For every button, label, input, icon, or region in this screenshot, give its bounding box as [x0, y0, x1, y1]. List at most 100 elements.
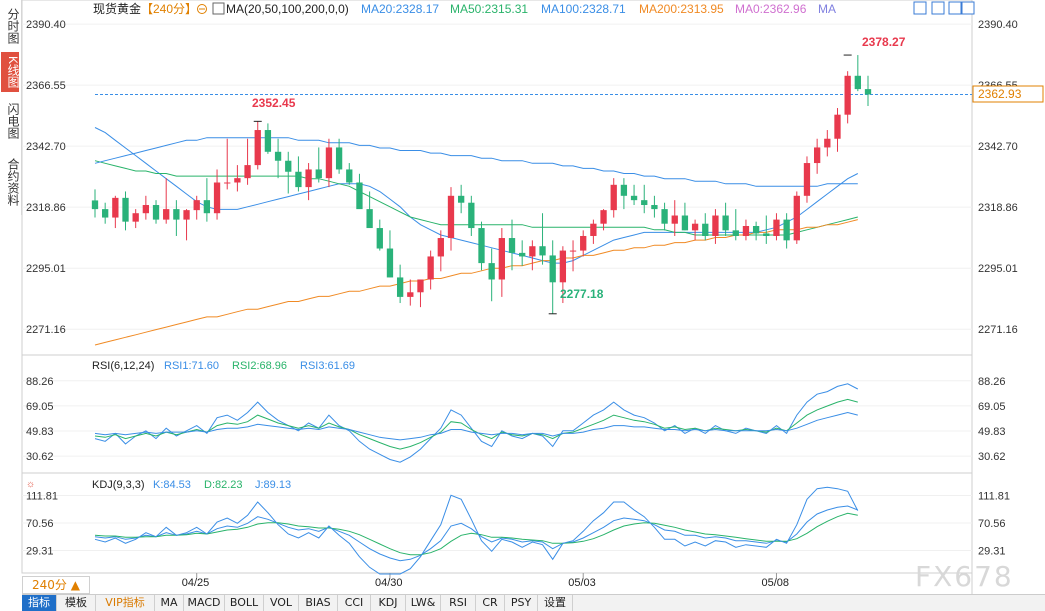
- candle-body: [783, 219, 790, 241]
- tab-vip-indicators[interactable]: VIP指标: [96, 595, 155, 611]
- ma-line-ma20: [94, 127, 859, 264]
- kdj-k-value: K:84.53: [153, 479, 191, 491]
- candle-body: [183, 210, 190, 220]
- sidebar-tab-flash[interactable]: 闪电图: [6, 103, 20, 139]
- sidebar-tab-kline[interactable]: K线图: [1, 52, 20, 92]
- candle-body: [702, 223, 709, 236]
- ma-line-ma200: [94, 219, 858, 346]
- rsi-tick-left: 88.26: [26, 376, 54, 388]
- rsi-tick-right: 88.26: [978, 376, 1006, 388]
- candle-body: [173, 209, 180, 220]
- tab-lwr[interactable]: LW&: [406, 595, 441, 611]
- tab-macd[interactable]: MACD: [184, 595, 225, 611]
- zoom-out-icon[interactable]: [948, 1, 962, 15]
- fit-icon[interactable]: [913, 1, 927, 15]
- date-tick-label: 05/08: [761, 577, 789, 589]
- price-tick-right: 2295.01: [978, 263, 1018, 275]
- rsi-tick-left: 49.83: [26, 426, 54, 438]
- kdj-line-k: [94, 505, 858, 562]
- candle-body: [102, 209, 109, 218]
- kdj-title: KDJ(9,3,3): [92, 479, 145, 491]
- candle-body: [335, 147, 343, 170]
- maximize-icon[interactable]: [961, 1, 975, 15]
- date-tick-label: 05/03: [568, 577, 596, 589]
- kdj-line-j: [94, 486, 859, 575]
- price-tick-right: 2271.16: [978, 324, 1018, 336]
- candle-body: [752, 226, 760, 234]
- tab-settings[interactable]: 设置: [538, 595, 573, 611]
- rsi-tick-right: 69.05: [978, 401, 1006, 413]
- candle-body: [224, 182, 231, 184]
- price-tick-left: 2390.40: [26, 19, 66, 31]
- candle-body: [244, 165, 251, 179]
- candle-body: [722, 215, 729, 231]
- candle-body: [417, 279, 424, 293]
- kdj-toggle-icon[interactable]: ☼: [26, 479, 35, 490]
- rsi-chart: 88.26 88.26 69.05 69.05 49.83 49.83 30.62 30.62: [22, 376, 1006, 463]
- candle-body: [508, 238, 516, 253]
- candle-body: [681, 215, 689, 231]
- candle-body: [447, 195, 455, 239]
- candle-body: [234, 178, 241, 183]
- candle-body: [549, 255, 556, 283]
- tab-cr[interactable]: CR: [476, 595, 505, 611]
- ma100-value: MA100:2328.71: [541, 2, 626, 16]
- tab-ma[interactable]: MA: [155, 595, 184, 611]
- settings-icon[interactable]: [197, 4, 207, 14]
- ma20-value: MA20:2328.17: [361, 2, 439, 16]
- kdj-j-value: J:89.13: [255, 479, 291, 491]
- kdj-tick-right: 111.81: [978, 490, 1010, 502]
- tab-rsi[interactable]: RSI: [441, 595, 476, 611]
- ma-line-ma50: [94, 160, 858, 236]
- current-price-box: [972, 85, 1044, 103]
- indicator-edit-icon[interactable]: [212, 2, 225, 15]
- candle-body: [569, 250, 577, 252]
- sidebar-tab-timeshare[interactable]: 分时图: [6, 8, 20, 44]
- candle-body: [264, 130, 272, 152]
- candle-body: [610, 184, 617, 211]
- tab-psy[interactable]: PSY: [505, 595, 538, 611]
- tab-indicators[interactable]: 指标: [22, 595, 57, 611]
- candle-body: [213, 182, 221, 214]
- ma-extra-value: MA: [818, 2, 836, 16]
- candle-body: [580, 235, 587, 251]
- period-selector[interactable]: 240分 ▲: [22, 576, 90, 594]
- candle-body: [122, 197, 129, 222]
- grid-icon[interactable]: [931, 1, 945, 15]
- tab-template[interactable]: 模板: [57, 595, 96, 611]
- candle-body: [712, 215, 719, 236]
- candle-body: [864, 89, 872, 95]
- candle-body: [590, 223, 597, 236]
- chart-canvas: 现货黄金 【240分】 MA(20,50,100,200,0,0) MA20:2…: [21, 0, 1044, 594]
- candle-body: [458, 195, 465, 203]
- sidebar-tab-contract-info[interactable]: 合约资料: [6, 158, 20, 206]
- tab-boll[interactable]: BOLL: [225, 595, 264, 611]
- sidebar: 分时图 K线图 闪电图 合约资料: [0, 0, 22, 215]
- candle-body: [305, 169, 312, 188]
- candle-body: [641, 200, 648, 206]
- tab-cci[interactable]: CCI: [338, 595, 371, 611]
- candle-body: [559, 250, 567, 283]
- candle-body: [427, 256, 434, 280]
- price-tick-left: 2271.16: [26, 324, 66, 336]
- candle-body: [539, 246, 546, 256]
- candle-body: [478, 228, 485, 264]
- candle-body: [651, 205, 658, 210]
- price-tick-left: 2318.86: [26, 202, 66, 214]
- tab-kdj[interactable]: KDJ: [371, 595, 406, 611]
- ma50-value: MA50:2315.31: [450, 2, 528, 16]
- candle-body: [793, 195, 800, 241]
- high-label: 2378.27: [862, 35, 906, 49]
- candle-body: [356, 182, 363, 210]
- candle-body: [254, 130, 261, 166]
- kdj-tick-left: 70.56: [26, 518, 54, 530]
- low-label: 2277.18: [560, 287, 604, 301]
- candle-body: [376, 228, 383, 249]
- tab-vol[interactable]: VOL: [264, 595, 299, 611]
- candle-body: [274, 151, 282, 161]
- ma-params: MA(20,50,100,200,0,0): [226, 2, 349, 16]
- tab-bias[interactable]: BIAS: [299, 595, 338, 611]
- candle-body: [813, 147, 821, 164]
- rsi-tick-left: 69.05: [26, 401, 54, 413]
- indicator-toolbar: 指标 模板 VIP指标 MA MACD BOLL VOL BIAS CCI KD…: [22, 594, 1045, 611]
